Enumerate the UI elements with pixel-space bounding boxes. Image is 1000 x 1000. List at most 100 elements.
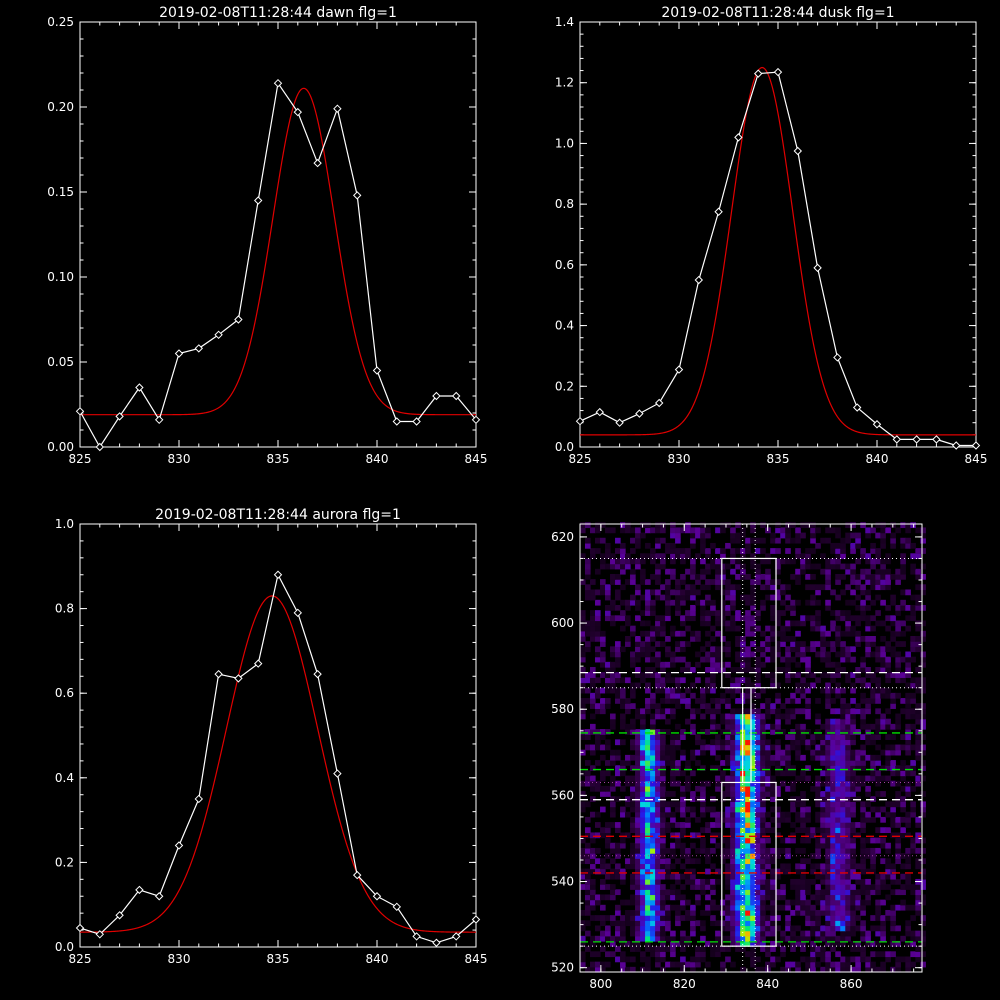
- heatmap-cell: [805, 563, 811, 570]
- heatmap-cell: [795, 878, 801, 885]
- heatmap-cell: [720, 904, 726, 911]
- heatmap-cell: [720, 811, 726, 818]
- heatmap-cell: [645, 915, 651, 921]
- heatmap-cell: [785, 904, 791, 911]
- heatmap-cell: [880, 827, 886, 834]
- heatmap-cell: [750, 873, 756, 880]
- heatmap-cell: [645, 791, 651, 797]
- heatmap-cell: [665, 687, 671, 694]
- heatmap-cell: [610, 661, 616, 668]
- heatmap-cell: [700, 610, 706, 616]
- heatmap-cell: [920, 837, 926, 844]
- heatmap-cell: [615, 604, 621, 611]
- heatmap-cell: [615, 548, 621, 554]
- heatmap-cell: [910, 553, 916, 560]
- heatmap-cell: [605, 594, 611, 601]
- heatmap-cell: [790, 599, 796, 606]
- heatmap-cell: [830, 687, 836, 694]
- heatmap-cell: [845, 884, 851, 890]
- heatmap-cell: [625, 920, 631, 927]
- heatmap-cell: [715, 723, 721, 730]
- heatmap-cell: [585, 853, 591, 859]
- heatmap-cell: [830, 904, 836, 911]
- heatmap-cell: [765, 961, 771, 968]
- heatmap-cell: [715, 584, 721, 591]
- heatmap-cell: [715, 698, 721, 704]
- heatmap-cell: [605, 589, 611, 596]
- heatmap-cell: [720, 909, 726, 916]
- heatmap-cell: [665, 718, 671, 725]
- heatmap-cell: [665, 847, 671, 854]
- heatmap-cell: [825, 961, 831, 968]
- heatmap-cell: [660, 940, 666, 947]
- heatmap-cell: [900, 956, 906, 963]
- heatmap-cell: [745, 801, 751, 808]
- heatmap-cell: [680, 667, 686, 673]
- y-tick-label: 0.20: [47, 100, 74, 114]
- heatmap-cell: [785, 661, 791, 668]
- heatmap-cell: [625, 863, 631, 870]
- heatmap-cell: [750, 904, 756, 911]
- heatmap-cell: [850, 889, 856, 896]
- heatmap-cell: [735, 780, 741, 787]
- heatmap-cell: [755, 858, 761, 865]
- heatmap-cell: [860, 878, 866, 885]
- heatmap-cell: [725, 760, 731, 766]
- heatmap-cell: [730, 604, 736, 611]
- heatmap-cell: [690, 930, 696, 937]
- heatmap-cell: [905, 863, 911, 870]
- heatmap-cell: [650, 889, 656, 896]
- heatmap-cell: [715, 620, 721, 627]
- heatmap-cell: [660, 904, 666, 911]
- data-point: [174, 349, 184, 358]
- heatmap-cell: [635, 589, 641, 596]
- heatmap-cell: [580, 853, 586, 859]
- heatmap-cell: [750, 553, 756, 560]
- heatmap-cell: [645, 842, 651, 849]
- heatmap-cell: [765, 930, 771, 937]
- heatmap-cell: [715, 785, 721, 792]
- heatmap-cell: [850, 806, 856, 813]
- heatmap-cell: [805, 656, 811, 663]
- heatmap-cell: [705, 703, 711, 709]
- heatmap-cell: [915, 884, 921, 890]
- heatmap-cell: [750, 630, 756, 637]
- heatmap-cell: [890, 873, 896, 880]
- heatmap-cell: [880, 765, 886, 771]
- heatmap-cell: [755, 894, 761, 901]
- heatmap-cell: [680, 801, 686, 808]
- heatmap-cell: [685, 568, 691, 575]
- heatmap-cell: [840, 723, 846, 730]
- heatmap-cell: [810, 894, 816, 901]
- heatmap-cell: [665, 661, 671, 668]
- heatmap-cell: [720, 744, 726, 751]
- heatmap-cell: [895, 956, 901, 963]
- heatmap-cell: [705, 594, 711, 601]
- data-point: [135, 383, 144, 392]
- heatmap-cell: [770, 615, 776, 622]
- data-point: [253, 659, 263, 668]
- heatmap-cell: [770, 754, 776, 761]
- heatmap-cell: [790, 909, 796, 916]
- heatmap-cell: [665, 946, 671, 952]
- y-tick-label: 0.4: [555, 319, 574, 333]
- heatmap-cell: [780, 847, 786, 854]
- heatmap-cell: [720, 796, 726, 803]
- heatmap-cell: [580, 703, 586, 709]
- heatmap-cell: [660, 827, 666, 834]
- heatmap-cell: [620, 563, 626, 570]
- heatmap-cell: [865, 604, 871, 611]
- heatmap-cell: [665, 692, 671, 699]
- heatmap-cell: [710, 915, 716, 921]
- heatmap-cell: [650, 527, 656, 534]
- heatmap-cell: [835, 641, 841, 647]
- heatmap-cell: [820, 734, 826, 740]
- heatmap-cell: [665, 801, 671, 808]
- heatmap-cell: [785, 935, 791, 942]
- heatmap-cell: [835, 894, 841, 901]
- heatmap-cell: [855, 537, 861, 544]
- heatmap-cell: [865, 667, 871, 673]
- heatmap-cell: [840, 589, 846, 596]
- heatmap-cell: [720, 729, 726, 735]
- heatmap-cell: [750, 946, 756, 952]
